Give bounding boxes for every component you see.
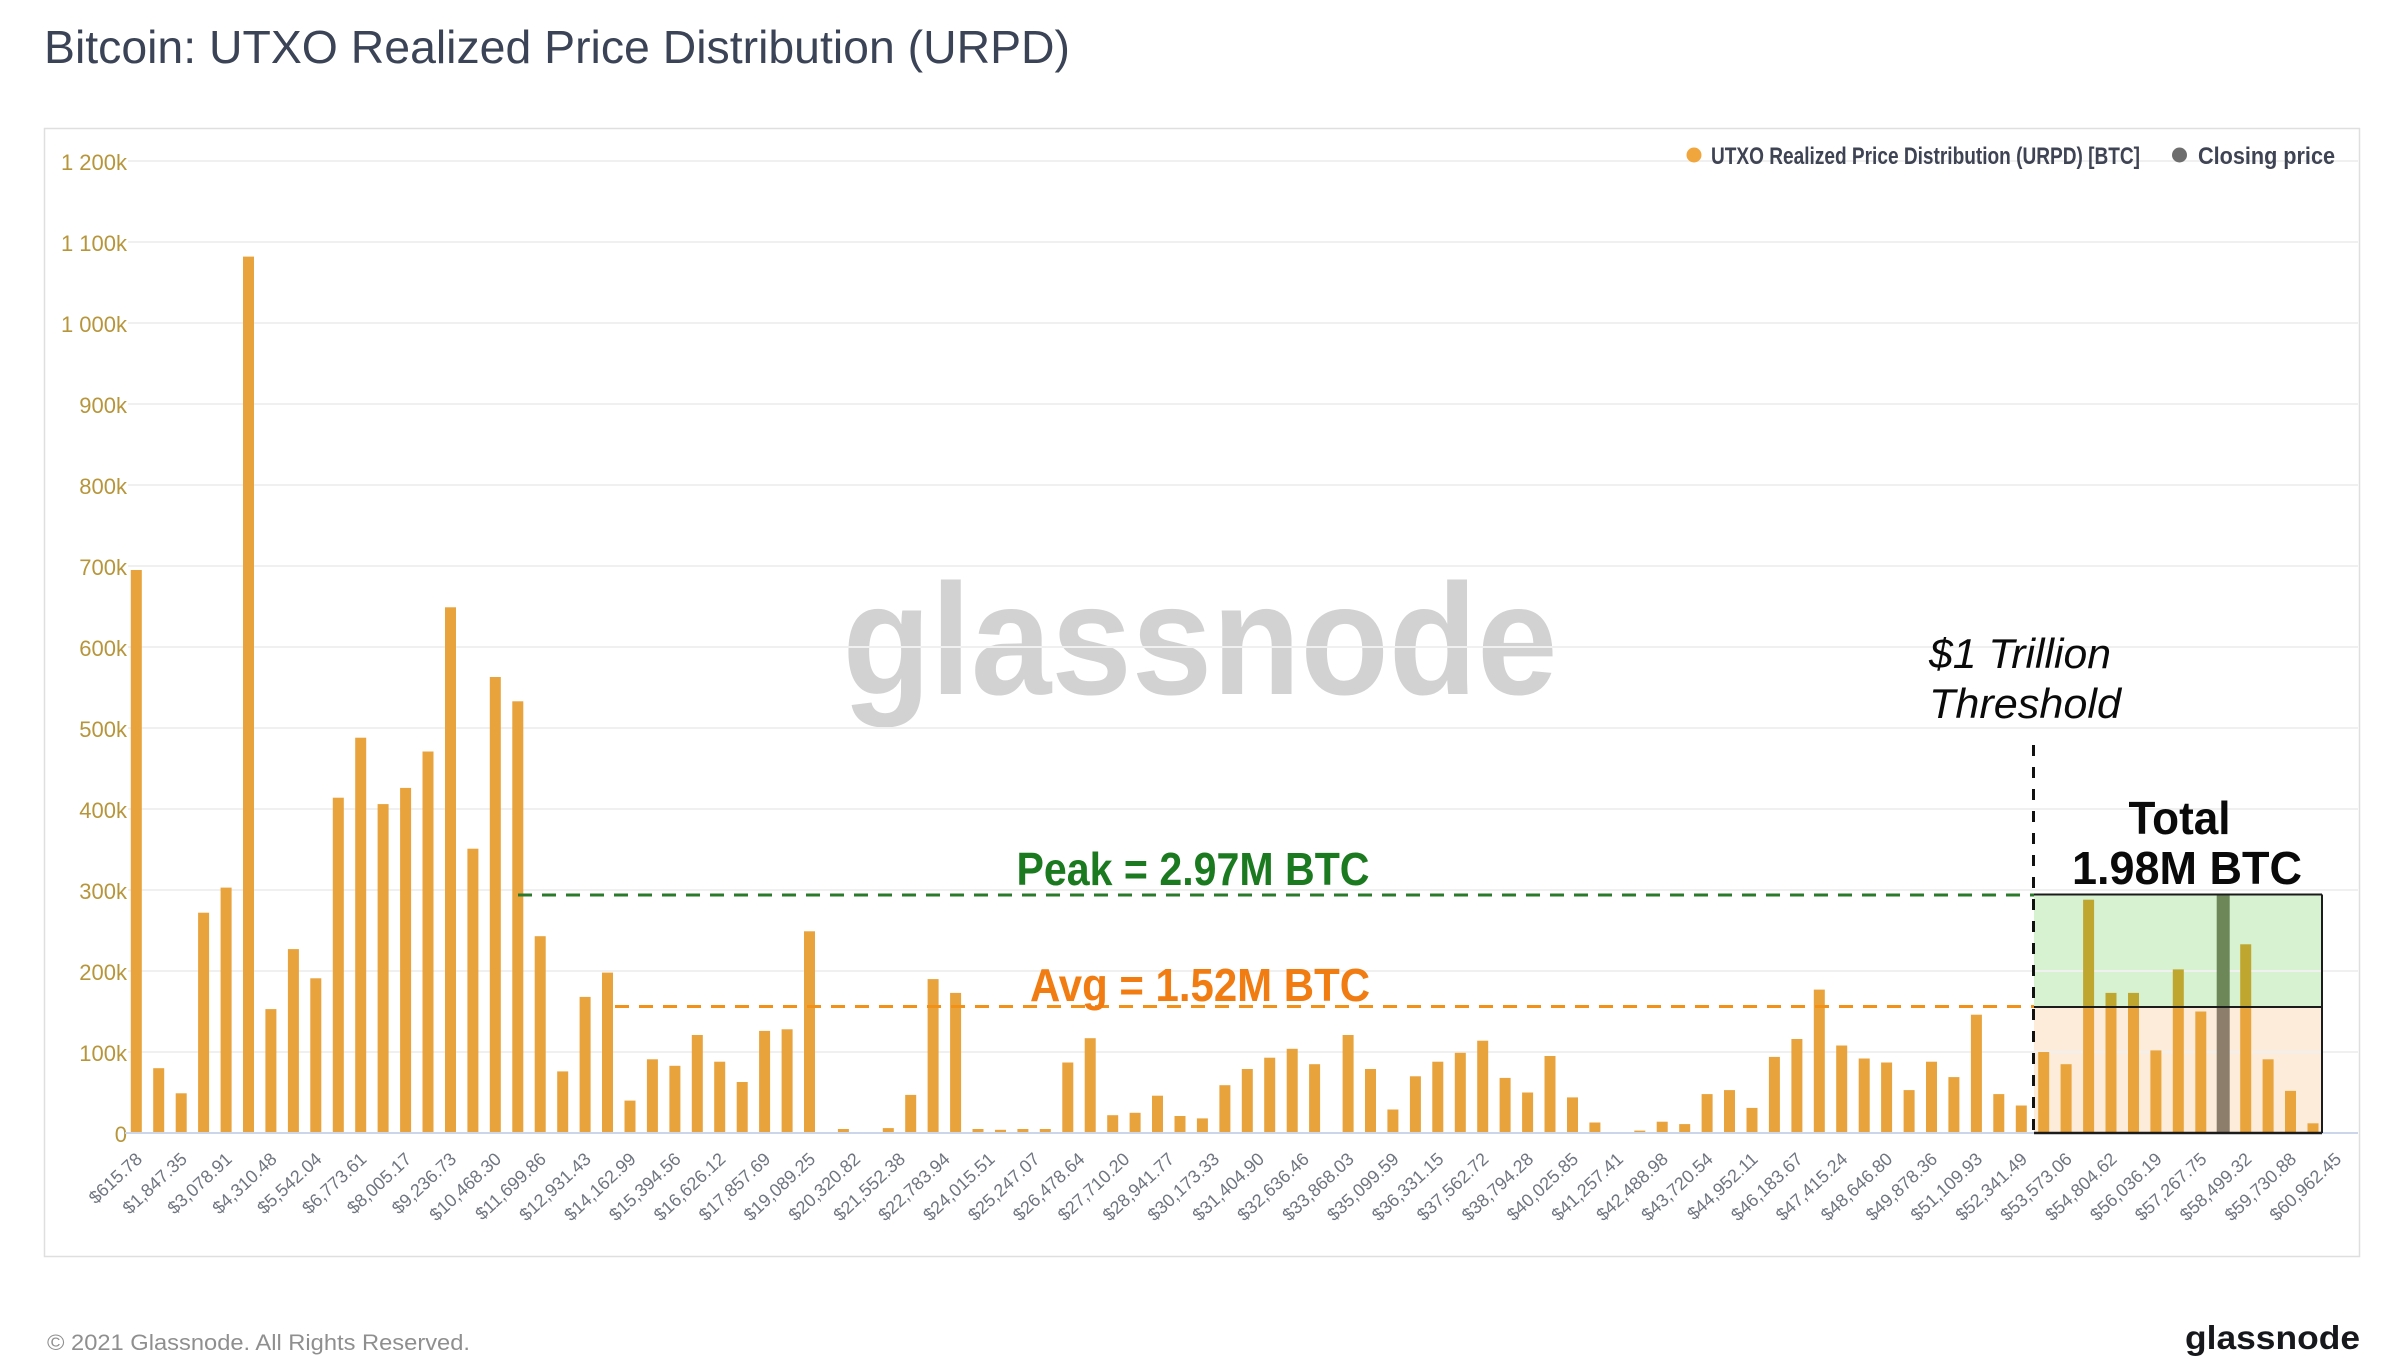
- svg-text:Peak = 2.97M BTC: Peak = 2.97M BTC: [1017, 843, 1370, 895]
- svg-text:Bitcoin: UTXO Realized Price D: Bitcoin: UTXO Realized Price Distributio…: [44, 21, 1070, 73]
- svg-text:800k: 800k: [79, 474, 128, 499]
- svg-text:1 100k: 1 100k: [61, 231, 128, 256]
- svg-text:Closing price: Closing price: [2198, 143, 2335, 170]
- svg-text:1 000k: 1 000k: [61, 312, 128, 337]
- svg-text:700k: 700k: [79, 555, 128, 580]
- svg-text:glassnode: glassnode: [2185, 1319, 2360, 1356]
- svg-text:100k: 100k: [79, 1041, 128, 1066]
- svg-text:$1 Trillion: $1 Trillion: [1928, 630, 2111, 677]
- svg-text:1.98M BTC: 1.98M BTC: [2072, 842, 2302, 894]
- svg-text:© 2021 Glassnode. All Rights R: © 2021 Glassnode. All Rights Reserved.: [47, 1330, 470, 1355]
- svg-text:600k: 600k: [79, 636, 128, 661]
- svg-text:glassnode: glassnode: [843, 552, 1558, 728]
- svg-text:Avg = 1.52M BTC: Avg = 1.52M BTC: [1030, 959, 1370, 1011]
- svg-text:500k: 500k: [79, 717, 128, 742]
- svg-text:400k: 400k: [79, 798, 128, 823]
- svg-text:0: 0: [115, 1122, 127, 1147]
- svg-text:Total: Total: [2129, 792, 2231, 844]
- svg-text:UTXO Realized Price Distributi: UTXO Realized Price Distribution (URPD) …: [1711, 143, 2140, 170]
- svg-text:1 200k: 1 200k: [61, 150, 128, 175]
- svg-text:900k: 900k: [79, 393, 128, 418]
- svg-text:200k: 200k: [79, 960, 128, 985]
- svg-text:300k: 300k: [79, 879, 128, 904]
- svg-text:Threshold: Threshold: [1929, 680, 2123, 727]
